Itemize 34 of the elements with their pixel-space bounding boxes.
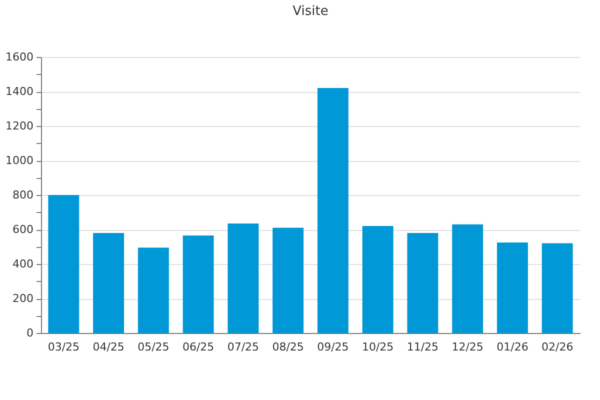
y-tick-label: 1000 <box>6 154 34 167</box>
bar <box>496 242 528 333</box>
y-tick-label: 200 <box>12 292 34 305</box>
y-tick-label: 1400 <box>6 85 34 98</box>
bar <box>48 195 80 333</box>
y-tick-label: 0 <box>26 326 34 340</box>
bar <box>93 232 124 333</box>
y-tick-label: 400 <box>12 258 34 270</box>
x-tick-label: 10/25 <box>362 340 394 354</box>
x-tick-label: 11/25 <box>406 340 439 354</box>
x-tick-label: 12/25 <box>452 340 484 354</box>
bar <box>407 232 438 333</box>
bar <box>452 224 484 333</box>
x-tick-label: 09/25 <box>317 340 349 354</box>
x-tick-label: 03/25 <box>48 340 80 354</box>
bar <box>317 88 348 333</box>
y-tick-label: 1600 <box>6 50 34 64</box>
x-tick-label: 02/26 <box>541 340 574 354</box>
chart-title: Visite <box>292 4 328 19</box>
bar <box>228 223 259 333</box>
x-tick-label: 01/26 <box>496 340 528 354</box>
x-tick-label: 04/25 <box>92 340 124 354</box>
y-tick-label: 800 <box>12 188 34 202</box>
y-tick-label: 600 <box>12 223 34 236</box>
x-tick-label: 08/25 <box>272 340 304 354</box>
bar <box>362 226 394 333</box>
x-tick-label: 07/25 <box>227 340 260 354</box>
bar <box>542 243 573 333</box>
x-tick-label: 05/25 <box>138 340 170 354</box>
y-tick-label: 1200 <box>6 120 34 132</box>
x-tick-label: 06/25 <box>182 340 214 354</box>
bar <box>182 236 214 333</box>
bar <box>138 248 169 333</box>
bar <box>272 228 304 333</box>
